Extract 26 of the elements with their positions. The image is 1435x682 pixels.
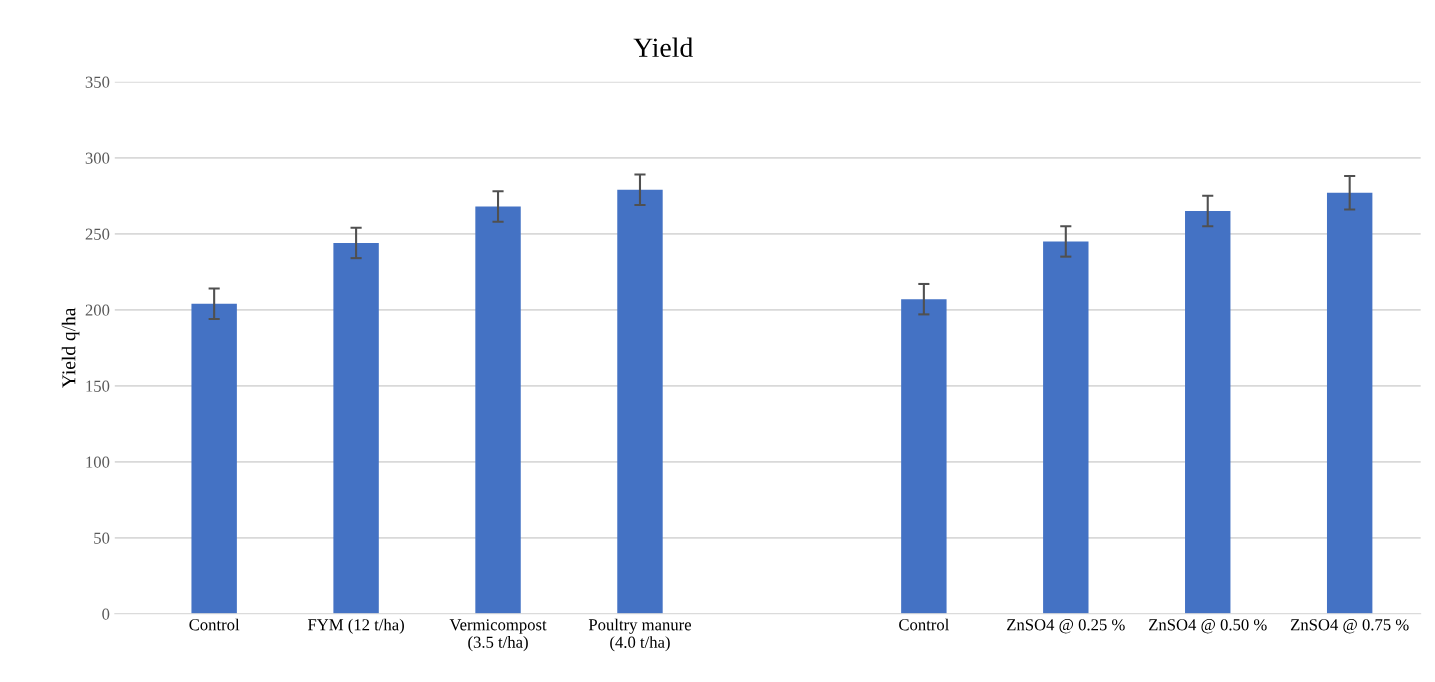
y-tick-label: 100 xyxy=(86,456,110,468)
bar xyxy=(191,303,237,614)
x-tick-label: Poultry manure (4.0 t/ha) xyxy=(588,618,692,652)
y-tick-label: 250 xyxy=(85,228,110,240)
bar xyxy=(475,206,521,614)
chart-title: Yield xyxy=(633,37,694,58)
bar xyxy=(1326,192,1373,614)
bar xyxy=(1043,241,1089,614)
x-tick-label: ZnSO4 @ 0.50 % xyxy=(1149,619,1267,634)
x-tick-label: ZnSO4 @ 0.25 % xyxy=(1007,619,1125,634)
y-tick-label: 350 xyxy=(85,76,110,88)
y-tick-label: 0 xyxy=(102,608,110,620)
y-tick-label: 300 xyxy=(85,152,110,164)
bar xyxy=(333,242,379,614)
bar xyxy=(901,299,947,614)
x-tick-label: Vermicompost (3.5 t/ha) xyxy=(449,619,547,652)
bar xyxy=(1185,211,1231,614)
x-tick-label: ZnSO4 @ 0.75 % xyxy=(1290,619,1409,634)
y-tick-label: 50 xyxy=(94,532,110,544)
bar xyxy=(617,189,663,614)
y-tick-label: 200 xyxy=(85,304,110,316)
x-tick-label: Control xyxy=(189,618,240,631)
x-tick-label: Control xyxy=(899,618,949,631)
y-tick-label: 150 xyxy=(86,380,110,392)
x-tick-label: FYM (12 t/ha) xyxy=(307,618,404,634)
y-axis-title: Yield q/ha xyxy=(61,307,80,388)
